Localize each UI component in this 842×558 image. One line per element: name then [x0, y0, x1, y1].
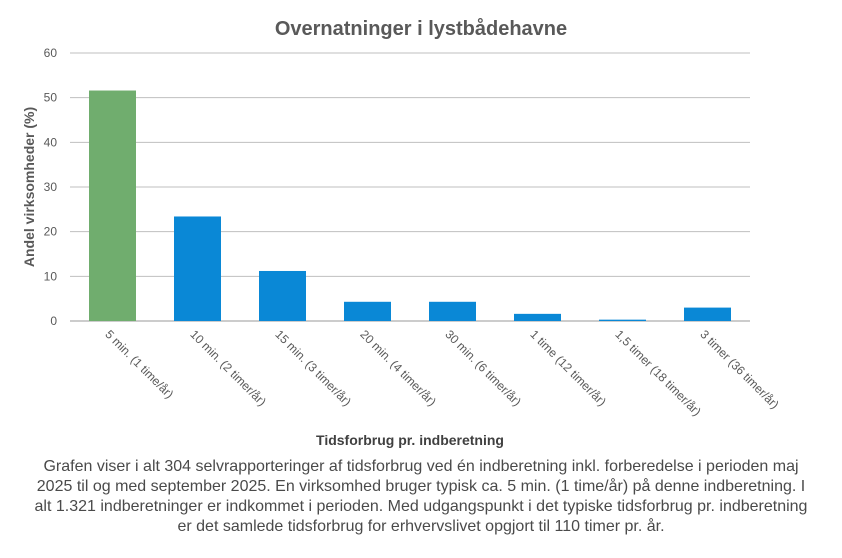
x-tick-label: 1 time (12 timer/år)	[527, 327, 609, 409]
bar	[259, 270, 306, 321]
y-tick-label: 20	[44, 225, 58, 239]
x-tick-label: 1,5 timer (18 timer/år)	[612, 327, 703, 418]
bar	[429, 301, 476, 321]
y-tick-label: 50	[44, 91, 58, 105]
bar	[599, 319, 646, 321]
bar	[174, 216, 221, 321]
chart-caption: Grafen viser i alt 304 selvrapporteringe…	[34, 458, 808, 535]
bar	[684, 307, 731, 321]
bar	[89, 90, 136, 322]
y-tick-label: 30	[44, 180, 58, 194]
x-tick-label: 3 timer (36 timer/år)	[697, 327, 781, 411]
x-tick-label: 30 min. (6 timer/år)	[442, 327, 524, 409]
y-axis-label: Andel virksomheder (%)	[21, 107, 37, 267]
x-tick-label: 5 min. (1 time/år)	[102, 327, 176, 401]
x-axis-label: Tidsforbrug pr. indberetning	[316, 432, 504, 448]
bar	[344, 301, 391, 321]
y-tick-label: 60	[44, 46, 58, 60]
y-tick-label: 10	[44, 269, 58, 283]
chart-title: Overnatninger i lystbådehavne	[275, 17, 567, 40]
x-tick-label: 20 min. (4 timer/år)	[357, 327, 439, 409]
y-tick-label: 40	[44, 135, 58, 149]
bar	[514, 313, 561, 321]
y-tick-label: 0	[50, 314, 57, 328]
x-tick-label: 10 min. (2 timer/år)	[187, 327, 269, 409]
bar-chart: Overnatninger i lystbådehavne 0 10 20 30 40 50…	[21, 17, 782, 448]
x-tick-label: 15 min. (3 timer/år)	[272, 327, 354, 409]
chart-area: Overnatninger i lystbådehavne 0 10 20 30 40 50…	[21, 17, 782, 448]
